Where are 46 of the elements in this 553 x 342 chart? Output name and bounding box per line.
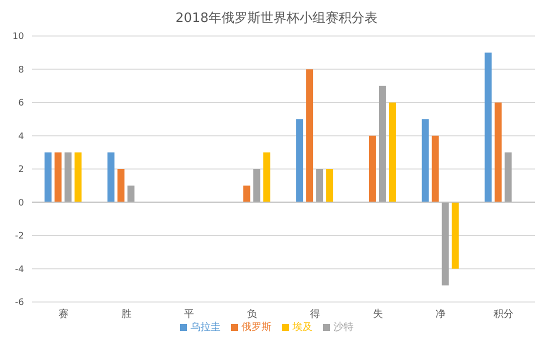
- y-tick-label: 4: [18, 132, 24, 142]
- legend-label: 埃及: [292, 322, 312, 333]
- bar: [504, 152, 512, 202]
- bar: [107, 152, 114, 202]
- bar: [378, 86, 386, 202]
- legend-label: 沙特: [334, 322, 354, 333]
- bar: [422, 119, 429, 202]
- bar: [263, 152, 270, 202]
- x-tick-label: 失: [372, 308, 383, 320]
- chart-title: 2018年俄罗斯世界杯小组赛积分表: [174, 10, 379, 28]
- bar: [316, 169, 324, 202]
- bar: [253, 169, 260, 202]
- bar: [484, 52, 492, 202]
- x-tick-label: 净: [436, 308, 446, 320]
- x-tick-label: 胜: [121, 308, 132, 320]
- bar: [432, 136, 439, 202]
- y-tick-label: 8: [18, 65, 24, 76]
- bar: [442, 202, 449, 286]
- y-tick-label: 6: [18, 98, 24, 109]
- bar: [306, 69, 314, 202]
- bar: [44, 152, 52, 202]
- legend-label: 乌拉圭: [190, 322, 220, 333]
- bar: [127, 186, 134, 202]
- x-tick-label: 平: [184, 309, 194, 320]
- bar: [388, 102, 396, 202]
- bar: [494, 102, 502, 202]
- y-tick-label: -4: [15, 264, 24, 275]
- y-tick-label: 0: [18, 198, 24, 208]
- x-tick-label: 得: [310, 309, 320, 320]
- y-tick-label: 2: [18, 165, 24, 176]
- bar: [368, 136, 376, 202]
- bar: [243, 186, 250, 202]
- y-tick-label: 10: [12, 32, 24, 42]
- bar: [296, 119, 304, 202]
- legend-label: 俄罗斯: [242, 322, 272, 333]
- y-tick-label: -2: [15, 232, 24, 242]
- bar: [452, 202, 459, 269]
- bar: [117, 169, 124, 202]
- bar: [64, 152, 72, 202]
- x-tick-label: 赛: [58, 308, 68, 320]
- bar: [54, 152, 62, 202]
- bar: [326, 169, 334, 202]
- x-tick-label: 负: [247, 308, 258, 320]
- y-tick-label: -6: [15, 298, 24, 308]
- bar: [74, 152, 82, 202]
- x-tick-label: 积分: [494, 308, 514, 320]
